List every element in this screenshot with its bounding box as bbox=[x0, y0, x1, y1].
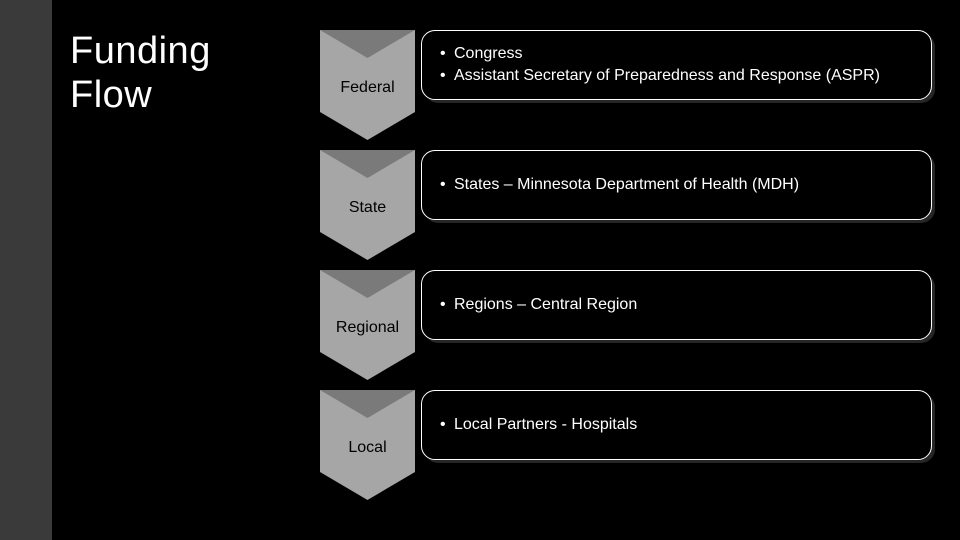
bullet-item: Regions – Central Region bbox=[440, 294, 915, 316]
flow-row: Regional Regions – Central Region bbox=[320, 270, 932, 390]
bullet-item: Assistant Secretary of Preparedness and … bbox=[440, 65, 915, 87]
bullet-item: Local Partners - Hospitals bbox=[440, 414, 915, 436]
chevron-label: Local bbox=[348, 419, 386, 457]
bullet-box-federal: Congress Assistant Secretary of Prepared… bbox=[421, 30, 932, 100]
chevron-label: Regional bbox=[336, 299, 399, 337]
chevron-local: Local bbox=[320, 390, 415, 485]
flow-row: Local Local Partners - Hospitals bbox=[320, 390, 932, 510]
bullet-box-state: States – Minnesota Department of Health … bbox=[421, 150, 932, 220]
chevron-label: Federal bbox=[340, 59, 394, 97]
slide-content: Funding Flow Federal Congress Assistant … bbox=[52, 0, 960, 540]
flow-row: State States – Minnesota Department of H… bbox=[320, 150, 932, 270]
flow-row: Federal Congress Assistant Secretary of … bbox=[320, 30, 932, 150]
chevron-federal: Federal bbox=[320, 30, 415, 125]
title-column: Funding Flow bbox=[70, 30, 290, 520]
bullet-box-local: Local Partners - Hospitals bbox=[421, 390, 932, 460]
flow-column: Federal Congress Assistant Secretary of … bbox=[320, 30, 932, 520]
chevron-regional: Regional bbox=[320, 270, 415, 365]
bullet-item: States – Minnesota Department of Health … bbox=[440, 174, 915, 196]
chevron-state: State bbox=[320, 150, 415, 245]
sidebar-accent bbox=[0, 0, 52, 540]
bullet-box-regional: Regions – Central Region bbox=[421, 270, 932, 340]
chevron-label: State bbox=[349, 179, 386, 217]
bullet-item: Congress bbox=[440, 43, 915, 65]
slide-title: Funding Flow bbox=[70, 30, 290, 117]
